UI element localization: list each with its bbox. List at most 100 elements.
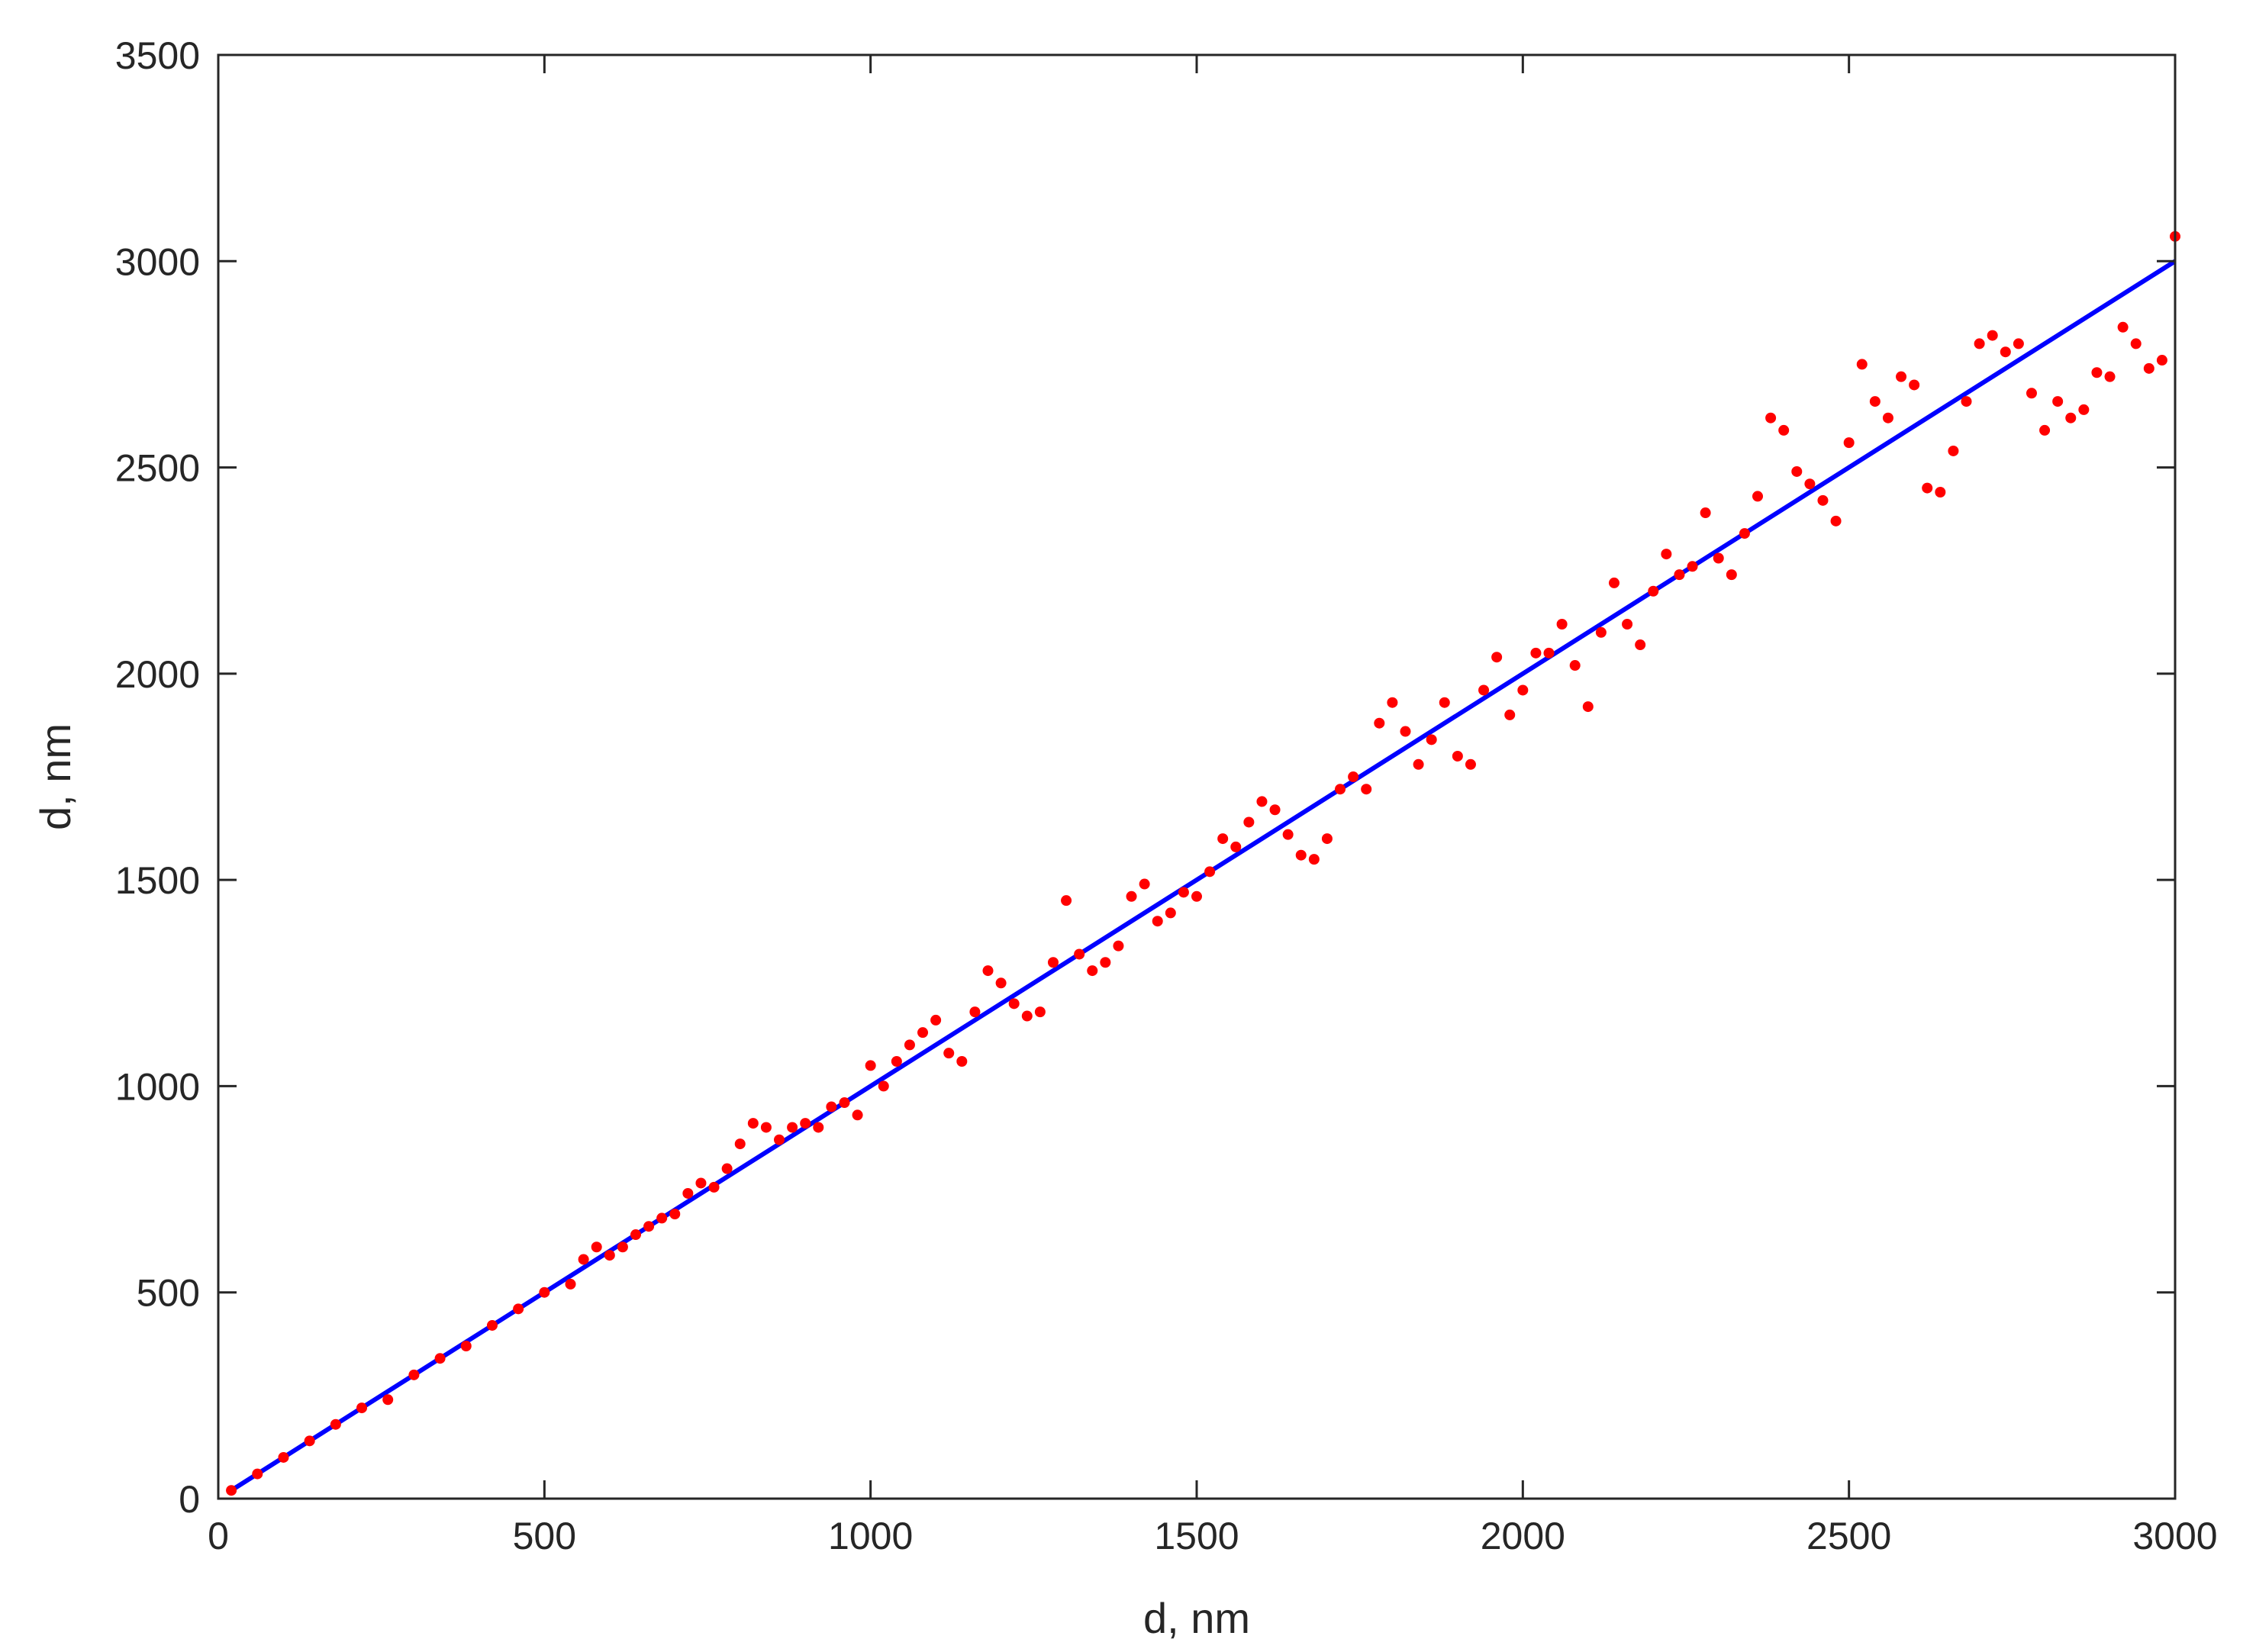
data-point	[1387, 697, 1398, 708]
data-point	[826, 1101, 837, 1113]
data-point	[1047, 957, 1059, 968]
x-axis-label: d, nm	[1143, 1594, 1250, 1642]
data-point	[1178, 887, 1189, 898]
data-point	[617, 1241, 628, 1253]
data-point	[800, 1118, 811, 1129]
tick-labels: 0 500 1000 1500 2000 2500 3000 0 500 1000 1500 2000…	[115, 34, 2218, 1557]
data-point	[1739, 528, 1750, 539]
data-point	[2039, 424, 2051, 436]
data-point	[865, 1060, 876, 1071]
data-point	[1896, 371, 1907, 382]
data-point	[2130, 338, 2142, 349]
data-point	[1687, 561, 1698, 572]
y-tick-label: 500	[137, 1272, 200, 1315]
data-point	[695, 1177, 707, 1189]
data-point	[434, 1353, 446, 1364]
fit-line	[230, 259, 2177, 1493]
data-point	[1426, 734, 1437, 745]
data-point	[995, 977, 1007, 989]
data-point	[1139, 878, 1150, 890]
data-point	[852, 1109, 863, 1121]
data-point	[956, 1055, 968, 1067]
data-point	[1152, 916, 1163, 927]
data-point	[1087, 965, 1098, 977]
data-point	[1021, 1010, 1033, 1022]
data-point	[969, 1006, 981, 1018]
data-point	[1491, 652, 1503, 663]
data-point	[1869, 396, 1881, 407]
data-point	[1348, 771, 1359, 782]
data-point	[839, 1097, 850, 1109]
data-point	[1061, 895, 1072, 907]
data-point	[1700, 507, 1711, 519]
data-point	[2078, 404, 2090, 415]
data-point	[278, 1451, 289, 1463]
data-point	[1504, 709, 1516, 720]
data-point	[1817, 494, 1829, 506]
data-point	[1974, 338, 1985, 349]
data-point	[1361, 784, 1372, 795]
data-point	[708, 1181, 720, 1193]
data-point	[1843, 437, 1855, 449]
data-point	[1935, 487, 1946, 498]
data-point	[1100, 957, 1111, 968]
data-point	[1269, 804, 1281, 816]
data-point	[1204, 866, 1216, 878]
data-point	[1765, 412, 1777, 423]
y-tick-label: 2000	[115, 653, 200, 696]
data-point	[1608, 577, 1619, 588]
data-point	[1948, 445, 1959, 456]
data-point	[669, 1209, 681, 1220]
data-point	[630, 1229, 641, 1241]
data-point	[1778, 424, 1790, 436]
data-point	[1791, 465, 1803, 477]
data-point	[356, 1402, 368, 1414]
data-point	[787, 1122, 798, 1133]
data-point	[382, 1394, 394, 1406]
y-tick-label: 1000	[115, 1065, 200, 1108]
data-point	[1530, 647, 1542, 659]
data-point	[1230, 841, 1242, 852]
data-point	[656, 1212, 668, 1224]
data-point	[1374, 717, 1385, 729]
data-point	[1478, 684, 1490, 696]
x-tick-label: 3000	[2132, 1515, 2217, 1557]
data-point	[460, 1340, 472, 1351]
plot-area	[226, 230, 2180, 1496]
y-axis-label: d, nm	[31, 723, 79, 830]
y-tick-label: 2500	[115, 447, 200, 490]
data-point	[1165, 907, 1176, 919]
data-point	[2065, 412, 2077, 423]
data-point	[1074, 948, 1085, 960]
data-point	[1217, 833, 1229, 845]
data-point	[1413, 758, 1424, 770]
data-point	[721, 1163, 733, 1174]
data-point	[1909, 379, 1920, 391]
data-point	[304, 1435, 315, 1447]
y-tick-label: 3000	[115, 240, 200, 283]
data-point	[1830, 515, 1842, 527]
data-point	[1321, 833, 1333, 845]
data-point	[2026, 388, 2037, 399]
data-point	[734, 1138, 746, 1150]
data-point	[486, 1319, 498, 1331]
data-point	[2117, 321, 2129, 333]
x-tick-label: 2000	[1481, 1515, 1565, 1557]
data-point	[1556, 618, 1568, 630]
data-point	[408, 1369, 420, 1380]
y-tick-label: 1500	[115, 859, 200, 902]
data-point	[604, 1250, 615, 1261]
data-point	[1335, 784, 1346, 795]
data-point	[813, 1122, 824, 1133]
data-point	[1439, 697, 1450, 708]
data-point	[226, 1485, 237, 1496]
data-point	[539, 1286, 550, 1298]
data-point	[1582, 701, 1594, 713]
x-tick-label: 1000	[828, 1515, 913, 1557]
data-point	[591, 1241, 602, 1253]
data-point	[1282, 829, 1294, 840]
axes	[217, 53, 2177, 1500]
data-point	[943, 1048, 955, 1059]
data-point	[1569, 660, 1581, 671]
